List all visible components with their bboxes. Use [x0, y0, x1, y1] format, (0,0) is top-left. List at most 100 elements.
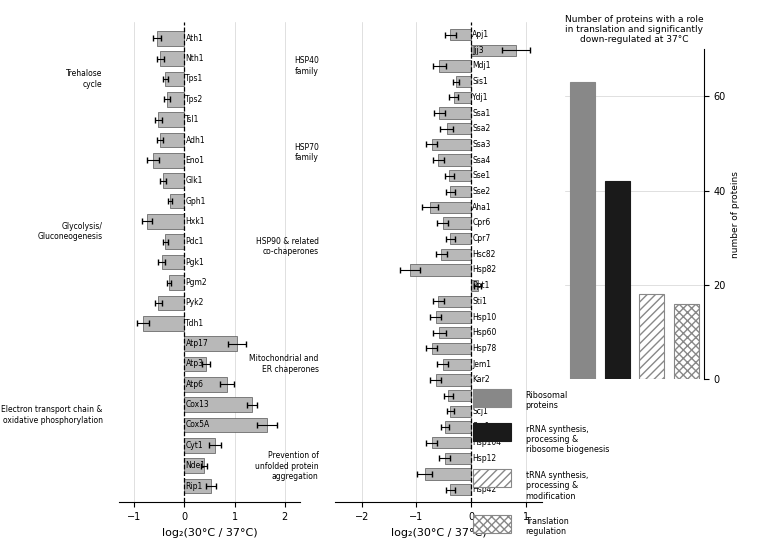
- Bar: [639, 294, 664, 379]
- Text: Ssa3: Ssa3: [472, 140, 491, 149]
- Text: rRNA synthesis,
processing &
ribosome biogenesis: rRNA synthesis, processing & ribosome bi…: [525, 425, 609, 455]
- Bar: [161, 51, 185, 66]
- Text: Pgm2: Pgm2: [185, 278, 207, 287]
- Text: Hsp60: Hsp60: [472, 328, 497, 337]
- Bar: [471, 280, 478, 292]
- Bar: [451, 484, 471, 495]
- Bar: [157, 31, 185, 46]
- Bar: [185, 458, 204, 473]
- FancyBboxPatch shape: [473, 515, 511, 534]
- Text: HSP90 & related
co-chaperones: HSP90 & related co-chaperones: [255, 237, 318, 256]
- Text: Nde1: Nde1: [185, 461, 205, 470]
- Text: Tsl1: Tsl1: [185, 115, 200, 124]
- Text: Gph1: Gph1: [185, 197, 206, 205]
- Title: Number of proteins with a role
in translation and significantly
down-regulated a: Number of proteins with a role in transl…: [565, 15, 704, 44]
- Text: Atp17: Atp17: [185, 339, 208, 348]
- Text: Atp6: Atp6: [185, 380, 204, 389]
- Bar: [171, 194, 185, 209]
- Bar: [441, 249, 471, 260]
- Bar: [439, 327, 471, 338]
- Bar: [185, 377, 227, 391]
- Y-axis label: number of proteins: number of proteins: [731, 171, 741, 257]
- Bar: [161, 255, 185, 270]
- Text: tRNA synthesis,
processing &
modification: tRNA synthesis, processing & modificatio…: [525, 471, 588, 501]
- Bar: [443, 358, 471, 370]
- Bar: [147, 214, 185, 229]
- Bar: [456, 76, 471, 87]
- FancyBboxPatch shape: [473, 389, 511, 407]
- Bar: [451, 406, 471, 417]
- Text: Tps2: Tps2: [185, 95, 204, 104]
- Bar: [445, 421, 471, 433]
- FancyBboxPatch shape: [473, 423, 511, 441]
- Bar: [158, 113, 185, 127]
- Text: Jem1: Jem1: [472, 360, 491, 369]
- Bar: [185, 397, 252, 412]
- Text: Kar2: Kar2: [472, 376, 490, 384]
- Bar: [185, 336, 237, 351]
- Text: Tps1: Tps1: [185, 75, 204, 83]
- Bar: [185, 479, 211, 494]
- Text: Mdj1: Mdj1: [472, 61, 491, 70]
- Bar: [431, 437, 471, 449]
- Text: Hsp78: Hsp78: [472, 344, 497, 353]
- Bar: [443, 217, 471, 228]
- Bar: [438, 154, 471, 166]
- Bar: [674, 304, 699, 379]
- Text: Ppt1: Ppt1: [472, 281, 490, 290]
- Text: Pgk1: Pgk1: [185, 257, 205, 267]
- Text: Jjj3: Jjj3: [472, 46, 484, 55]
- Text: Trehalose
cycle: Trehalose cycle: [66, 69, 102, 88]
- Text: Ssc1: Ssc1: [472, 423, 490, 432]
- Text: Rip1: Rip1: [185, 481, 203, 491]
- Text: Ydj1: Ydj1: [472, 93, 489, 102]
- Bar: [570, 82, 595, 379]
- X-axis label: log₂(30°C / 37°C): log₂(30°C / 37°C): [161, 528, 258, 537]
- Text: Prevention of
unfolded protein
aggregation: Prevention of unfolded protein aggregati…: [255, 451, 318, 481]
- X-axis label: log₂(30°C / 37°C): log₂(30°C / 37°C): [391, 528, 486, 537]
- Bar: [185, 418, 268, 432]
- Text: Lhs1: Lhs1: [472, 391, 490, 400]
- Text: Eno1: Eno1: [185, 156, 205, 165]
- Text: Pdc1: Pdc1: [185, 237, 204, 247]
- Text: Cox13: Cox13: [185, 400, 209, 409]
- Text: Hsc82: Hsc82: [472, 250, 495, 259]
- Bar: [448, 390, 471, 401]
- Bar: [169, 275, 185, 290]
- Bar: [439, 108, 471, 119]
- Bar: [410, 265, 471, 276]
- Text: Pyk2: Pyk2: [185, 298, 204, 307]
- Text: Tdh1: Tdh1: [185, 319, 205, 328]
- Bar: [604, 181, 630, 379]
- Text: Cox5A: Cox5A: [185, 421, 210, 429]
- Text: Mitochondrial and
ER chaperones: Mitochondrial and ER chaperones: [249, 355, 318, 374]
- Bar: [449, 170, 471, 182]
- Text: Hsp82: Hsp82: [472, 266, 496, 274]
- Text: Ssa1: Ssa1: [472, 109, 491, 117]
- Bar: [435, 311, 471, 323]
- Text: HSP70
family: HSP70 family: [294, 143, 318, 162]
- Text: Sti1: Sti1: [472, 297, 487, 306]
- Text: Hsp42: Hsp42: [472, 485, 497, 494]
- Bar: [439, 60, 471, 71]
- Bar: [431, 343, 471, 354]
- Bar: [161, 133, 185, 147]
- Text: Hsp12: Hsp12: [472, 454, 496, 463]
- Bar: [153, 153, 185, 167]
- Text: Scj1: Scj1: [472, 407, 488, 416]
- Text: Glk1: Glk1: [185, 176, 203, 185]
- Bar: [451, 29, 471, 40]
- Bar: [185, 357, 205, 371]
- Text: Sis1: Sis1: [472, 77, 488, 86]
- Text: Hsp10: Hsp10: [472, 312, 497, 322]
- Text: Aha1: Aha1: [472, 203, 492, 212]
- Text: Cpr6: Cpr6: [472, 219, 491, 227]
- Text: Atp3: Atp3: [185, 360, 204, 368]
- Text: Ssa4: Ssa4: [472, 155, 491, 165]
- Text: Ath1: Ath1: [185, 33, 203, 43]
- Bar: [431, 139, 471, 150]
- Text: Sse1: Sse1: [472, 171, 491, 180]
- Bar: [451, 233, 471, 244]
- Text: Adh1: Adh1: [185, 136, 205, 144]
- Text: Glycolysis/
Gluconeogenesis: Glycolysis/ Gluconeogenesis: [38, 222, 102, 242]
